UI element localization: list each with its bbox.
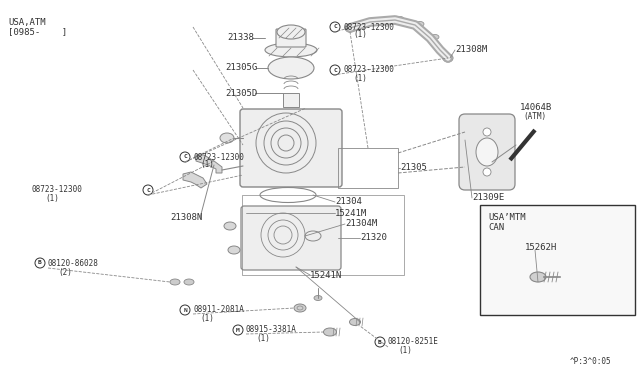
Text: C: C bbox=[333, 25, 337, 29]
Ellipse shape bbox=[323, 328, 337, 336]
Text: 15241N: 15241N bbox=[310, 270, 342, 279]
Bar bbox=[242, 195, 404, 275]
Text: USA,ATM: USA,ATM bbox=[8, 18, 45, 27]
Text: (1): (1) bbox=[398, 346, 412, 356]
Text: 21338: 21338 bbox=[227, 33, 254, 42]
Text: 21304M: 21304M bbox=[345, 219, 377, 228]
Text: 21309E: 21309E bbox=[472, 193, 504, 202]
Ellipse shape bbox=[345, 24, 355, 32]
Text: 21308N: 21308N bbox=[170, 214, 202, 222]
Ellipse shape bbox=[170, 279, 180, 285]
Ellipse shape bbox=[184, 279, 194, 285]
Text: 21305G: 21305G bbox=[225, 64, 257, 73]
Text: B: B bbox=[38, 260, 42, 266]
Text: N: N bbox=[183, 308, 187, 312]
Text: (1): (1) bbox=[353, 31, 367, 39]
Text: (1): (1) bbox=[200, 160, 214, 170]
Text: 08723-12300: 08723-12300 bbox=[343, 65, 394, 74]
Text: 21305D: 21305D bbox=[225, 89, 257, 97]
Text: 08911-2081A: 08911-2081A bbox=[193, 305, 244, 314]
Text: 08120-8251E: 08120-8251E bbox=[388, 337, 439, 346]
Text: (2): (2) bbox=[58, 267, 72, 276]
Text: [0985-    ]: [0985- ] bbox=[8, 27, 67, 36]
Text: 08120-86028: 08120-86028 bbox=[48, 259, 99, 267]
FancyBboxPatch shape bbox=[241, 206, 341, 270]
Text: 21305: 21305 bbox=[400, 164, 427, 173]
Ellipse shape bbox=[371, 19, 379, 23]
Ellipse shape bbox=[431, 35, 439, 39]
Ellipse shape bbox=[351, 25, 359, 29]
Text: USA’MTM: USA’MTM bbox=[488, 212, 525, 221]
Text: 21308M: 21308M bbox=[455, 45, 487, 55]
Ellipse shape bbox=[416, 22, 424, 26]
Text: 08723-12300: 08723-12300 bbox=[343, 22, 394, 32]
Ellipse shape bbox=[476, 138, 498, 166]
Text: 08723-12300: 08723-12300 bbox=[193, 153, 244, 161]
Circle shape bbox=[483, 168, 491, 176]
Bar bbox=[283, 93, 299, 107]
Text: (1): (1) bbox=[200, 314, 214, 324]
Ellipse shape bbox=[294, 304, 306, 312]
Ellipse shape bbox=[277, 25, 305, 39]
Ellipse shape bbox=[349, 318, 360, 326]
Text: (ATM): (ATM) bbox=[523, 112, 546, 122]
Text: 08915-3381A: 08915-3381A bbox=[246, 326, 297, 334]
Text: 08723-12300: 08723-12300 bbox=[32, 186, 83, 195]
Bar bbox=[338, 148, 398, 188]
Text: 21304: 21304 bbox=[335, 198, 362, 206]
Ellipse shape bbox=[224, 222, 236, 230]
Ellipse shape bbox=[268, 57, 314, 79]
Text: C: C bbox=[333, 67, 337, 73]
Text: ^P:3^0:05: ^P:3^0:05 bbox=[570, 357, 612, 366]
Ellipse shape bbox=[530, 272, 546, 282]
Polygon shape bbox=[183, 172, 207, 188]
FancyBboxPatch shape bbox=[459, 114, 515, 190]
Text: 14064B: 14064B bbox=[520, 103, 552, 112]
Text: (1): (1) bbox=[45, 195, 59, 203]
Text: (1): (1) bbox=[256, 334, 270, 343]
Ellipse shape bbox=[265, 43, 317, 57]
Polygon shape bbox=[196, 155, 222, 173]
Ellipse shape bbox=[396, 16, 404, 22]
FancyBboxPatch shape bbox=[276, 29, 306, 47]
Ellipse shape bbox=[228, 246, 240, 254]
Ellipse shape bbox=[314, 295, 322, 301]
Text: C: C bbox=[183, 154, 187, 160]
FancyBboxPatch shape bbox=[240, 109, 342, 187]
Text: (1): (1) bbox=[353, 74, 367, 83]
Text: CAN: CAN bbox=[488, 222, 504, 231]
Text: 21320: 21320 bbox=[360, 234, 387, 243]
Text: B: B bbox=[378, 340, 382, 344]
Bar bbox=[480, 205, 635, 315]
Ellipse shape bbox=[220, 133, 234, 143]
Ellipse shape bbox=[443, 54, 453, 62]
Text: M: M bbox=[236, 327, 240, 333]
Text: 15262H: 15262H bbox=[525, 243, 557, 251]
Text: C: C bbox=[146, 187, 150, 192]
Circle shape bbox=[483, 128, 491, 136]
Text: 15241M: 15241M bbox=[335, 208, 367, 218]
